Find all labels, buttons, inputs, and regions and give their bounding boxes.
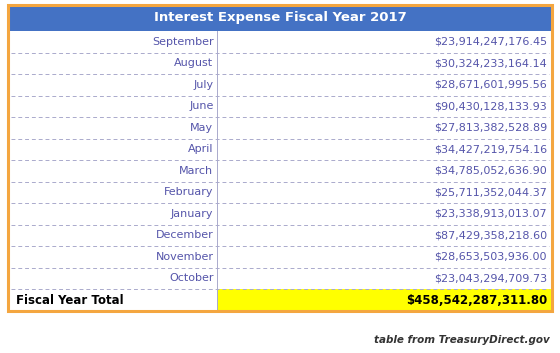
Bar	[8, 246, 552, 268]
Text: $23,338,913,013.07: $23,338,913,013.07	[435, 209, 547, 219]
Text: November: November	[156, 252, 213, 262]
Bar	[8, 53, 552, 74]
Text: June: June	[189, 101, 213, 111]
Text: Interest Expense Fiscal Year 2017: Interest Expense Fiscal Year 2017	[153, 12, 407, 24]
Text: $34,785,052,636.90: $34,785,052,636.90	[434, 166, 547, 176]
Text: table from TreasuryDirect.gov: table from TreasuryDirect.gov	[374, 335, 550, 345]
Text: $23,914,247,176.45: $23,914,247,176.45	[434, 37, 547, 47]
Text: February: February	[164, 187, 213, 197]
Text: $28,671,601,995.56: $28,671,601,995.56	[434, 80, 547, 90]
Text: July: July	[193, 80, 213, 90]
Text: May: May	[190, 123, 213, 133]
Text: March: March	[179, 166, 213, 176]
Bar	[8, 5, 552, 311]
Bar	[8, 160, 552, 181]
Bar	[217, 289, 552, 311]
Bar	[8, 96, 552, 117]
Text: $28,653,503,936.00: $28,653,503,936.00	[435, 252, 547, 262]
Text: $34,427,219,754.16: $34,427,219,754.16	[434, 144, 547, 154]
Text: August: August	[174, 58, 213, 68]
Text: $23,043,294,709.73: $23,043,294,709.73	[434, 273, 547, 283]
Text: $30,324,233,164.14: $30,324,233,164.14	[434, 58, 547, 68]
Text: $87,429,358,218.60: $87,429,358,218.60	[434, 230, 547, 240]
Bar	[8, 74, 552, 96]
Text: $458,542,287,311.80: $458,542,287,311.80	[406, 293, 547, 306]
Text: $90,430,128,133.93: $90,430,128,133.93	[434, 101, 547, 111]
Bar	[8, 117, 552, 138]
Text: $27,813,382,528.89: $27,813,382,528.89	[434, 123, 547, 133]
Text: January: January	[171, 209, 213, 219]
Text: April: April	[188, 144, 213, 154]
Bar	[8, 268, 552, 289]
Bar	[8, 289, 217, 311]
Bar	[8, 225, 552, 246]
Bar	[8, 5, 552, 31]
Text: December: December	[156, 230, 213, 240]
Bar	[8, 138, 552, 160]
Text: $25,711,352,044.37: $25,711,352,044.37	[434, 187, 547, 197]
Bar	[8, 203, 552, 225]
Text: October: October	[169, 273, 213, 283]
Bar	[8, 31, 552, 53]
Bar	[8, 181, 552, 203]
Text: September: September	[152, 37, 213, 47]
Text: Fiscal Year Total: Fiscal Year Total	[16, 293, 124, 306]
